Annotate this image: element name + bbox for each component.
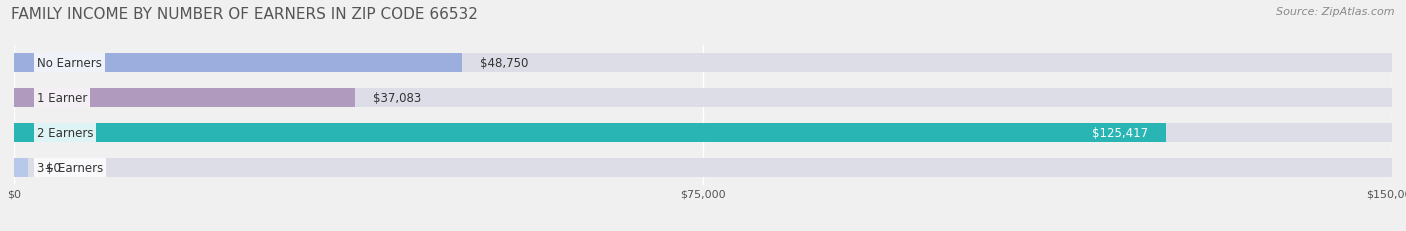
Bar xyxy=(14,123,1392,142)
Text: 3+ Earners: 3+ Earners xyxy=(37,161,103,174)
Bar xyxy=(14,54,463,73)
Text: $125,417: $125,417 xyxy=(1091,126,1147,139)
Text: 2 Earners: 2 Earners xyxy=(37,126,94,139)
Text: No Earners: No Earners xyxy=(37,57,101,70)
Text: FAMILY INCOME BY NUMBER OF EARNERS IN ZIP CODE 66532: FAMILY INCOME BY NUMBER OF EARNERS IN ZI… xyxy=(11,7,478,22)
Bar xyxy=(14,123,1166,142)
Text: $37,083: $37,083 xyxy=(373,92,422,105)
Text: Source: ZipAtlas.com: Source: ZipAtlas.com xyxy=(1277,7,1395,17)
Bar xyxy=(14,54,1392,73)
Bar xyxy=(14,158,28,177)
Bar xyxy=(14,89,1392,108)
Text: $0: $0 xyxy=(46,161,60,174)
Bar xyxy=(14,158,1392,177)
Bar xyxy=(14,89,354,108)
Text: 1 Earner: 1 Earner xyxy=(37,92,87,105)
Text: $48,750: $48,750 xyxy=(481,57,529,70)
